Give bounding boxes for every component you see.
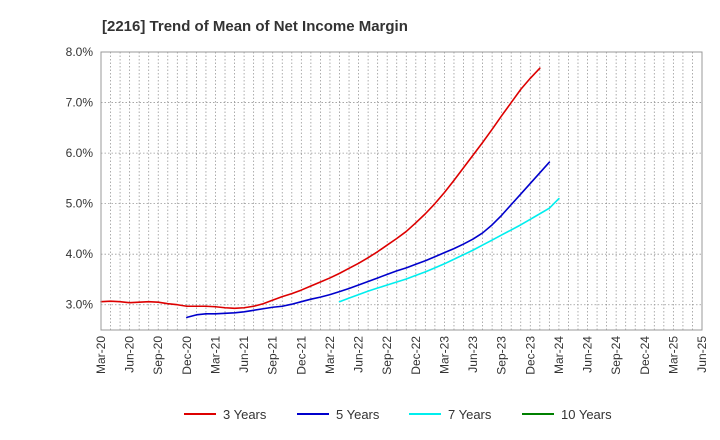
x-axis: Mar-20 Jun-20 Sep-20 Dec-20 Mar-21 Jun-21 Sep-… [94, 336, 709, 375]
x-tick-label: Dec-24 [638, 336, 652, 375]
y-tick-label: 4.0% [66, 247, 94, 261]
chart-title: [2216] Trend of Mean of Net Income Margi… [102, 18, 408, 35]
legend-label: 7 Years [448, 407, 492, 422]
series-line [338, 197, 560, 303]
x-tick-label: Mar-20 [94, 336, 108, 374]
x-tick-label: Jun-21 [237, 336, 251, 373]
x-tick-label: Mar-24 [552, 336, 566, 374]
x-tick-label: Sep-20 [151, 336, 165, 375]
grid [101, 52, 702, 330]
x-tick-label: Dec-21 [294, 336, 308, 375]
x-tick-label: Sep-24 [609, 336, 623, 375]
y-tick-label: 3.0% [66, 298, 94, 312]
series-line [100, 67, 541, 310]
legend-label: 10 Years [561, 407, 612, 422]
x-tick-label: Jun-24 [581, 336, 595, 373]
x-tick-label: Jun-20 [123, 336, 137, 373]
legend-label: 5 Years [336, 407, 380, 422]
x-tick-label: Mar-23 [437, 336, 451, 374]
x-tick-label: Dec-22 [409, 336, 423, 375]
x-tick-label: Mar-22 [323, 336, 337, 374]
x-tick-label: Dec-23 [523, 336, 537, 375]
y-tick-label: 5.0% [66, 197, 94, 211]
y-axis: 3.0% 4.0% 5.0% 6.0% 7.0% 8.0% [66, 45, 94, 312]
x-tick-label: Jun-23 [466, 336, 480, 373]
x-tick-label: Dec-20 [180, 336, 194, 375]
y-tick-label: 8.0% [66, 45, 94, 59]
x-tick-label: Sep-22 [380, 336, 394, 375]
x-tick-label: Mar-21 [208, 336, 222, 374]
x-tick-label: Jun-22 [352, 336, 366, 373]
x-tick-label: Sep-23 [495, 336, 509, 375]
legend-label: 3 Years [223, 407, 267, 422]
plot-lines [100, 67, 560, 319]
x-tick-label: Mar-25 [666, 336, 680, 374]
legend: 3 Years 5 Years 7 Years 10 Years [184, 407, 612, 422]
series-line [186, 161, 551, 319]
plot-frame [100, 51, 703, 331]
x-tick-label: Sep-21 [266, 336, 280, 375]
y-tick-label: 6.0% [66, 146, 94, 160]
x-tick-label: Jun-25 [695, 336, 709, 373]
y-tick-label: 7.0% [66, 96, 94, 110]
